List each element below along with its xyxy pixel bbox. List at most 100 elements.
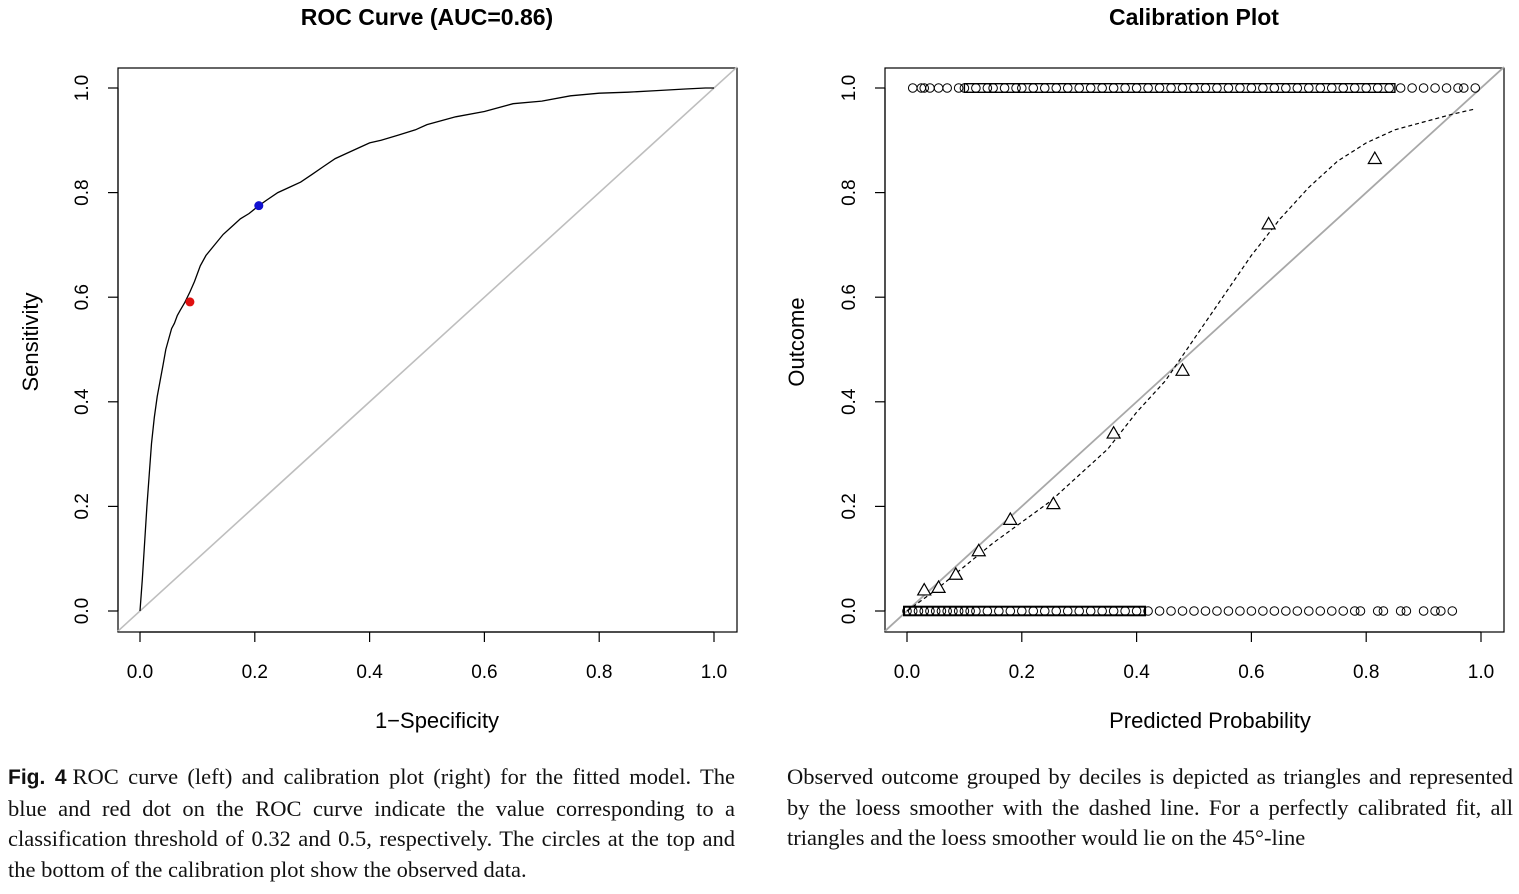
- roc-threshold-0.32-point: [254, 201, 264, 211]
- observed-outcome-0-point: [1108, 606, 1119, 616]
- observed-outcome-1-point: [942, 83, 952, 93]
- observed-outcome-1-point: [971, 83, 981, 93]
- calibration-y-tick-label: 0.2: [839, 493, 860, 519]
- observed-outcome-0-point: [1097, 606, 1107, 616]
- observed-outcome-1-point: [1200, 83, 1211, 93]
- roc-panel: ROC Curve (AUC=0.86) 1−Specificity Sensi…: [18, 4, 738, 733]
- observed-outcome-1-point: [953, 83, 964, 93]
- caption-right: Observed outcome grouped by deciles is d…: [787, 762, 1513, 854]
- calibration-x-tick-label: 0.0: [894, 662, 920, 683]
- calibration-x-tick-label: 1.0: [1468, 662, 1494, 683]
- observed-outcome-0-point: [1436, 606, 1446, 616]
- roc-y-tick-label: 0.4: [72, 388, 93, 415]
- caption-left: Fig. 4 ROC curve (left) and calibration p…: [8, 762, 735, 885]
- observed-outcome-0-point: [1281, 606, 1291, 616]
- caption-right-text: Observed outcome grouped by deciles is d…: [787, 764, 1513, 850]
- observed-outcome-0-point: [1120, 606, 1130, 616]
- observed-outcome-1-point: [1470, 83, 1481, 93]
- observed-outcome-0-point: [1166, 606, 1176, 616]
- observed-outcome-0-point: [1269, 606, 1280, 616]
- observed-outcome-1-point: [1074, 83, 1084, 93]
- observed-outcome-0-point: [1246, 606, 1257, 616]
- decile-triangle-point: [1106, 425, 1122, 439]
- observed-outcome-1-point: [1453, 83, 1463, 93]
- observed-outcome-1-point: [1154, 83, 1165, 93]
- roc-x-tick-label: 1.0: [701, 662, 727, 683]
- roc-ylabel: Sensitivity: [18, 292, 43, 391]
- observed-outcome-1-point: [919, 83, 930, 93]
- roc-y-tick-label: 0.8: [72, 179, 93, 205]
- observed-outcome-0-point: [1418, 606, 1429, 616]
- observed-outcome-1-point: [1166, 83, 1176, 93]
- observed-outcome-1-point: [1051, 83, 1062, 93]
- observed-outcome-1-point: [1269, 83, 1280, 93]
- calibration-panel: Calibration Plot Predicted Probability O…: [784, 4, 1505, 733]
- observed-outcome-1-point: [1235, 83, 1245, 93]
- observed-outcome-1-point: [1131, 83, 1142, 93]
- roc-threshold-0.5-point: [185, 297, 195, 307]
- observed-outcome-1-point: [1120, 83, 1130, 93]
- calibration-y-tick-label: 1.0: [839, 75, 860, 101]
- observed-outcome-1-point: [1097, 83, 1107, 93]
- observed-outcome-0-point: [1189, 606, 1199, 616]
- observed-outcome-0-point: [1039, 606, 1050, 616]
- observed-outcome-0-point: [1349, 606, 1360, 616]
- observed-outcome-1-point: [1258, 83, 1268, 93]
- observed-outcome-0-point: [1212, 606, 1222, 616]
- observed-outcome-0-point: [1355, 606, 1366, 616]
- decile-triangle-point: [1002, 511, 1018, 525]
- observed-outcome-0-point: [1074, 606, 1084, 616]
- observed-outcome-1-point: [933, 83, 944, 93]
- observed-outcome-0-point: [1235, 606, 1245, 616]
- decile-triangle-point: [1261, 216, 1277, 230]
- observed-outcome-0-point: [982, 606, 993, 616]
- calibration-x-tick-label: 0.4: [1123, 662, 1150, 683]
- observed-outcome-0-point: [1017, 606, 1027, 616]
- observed-outcome-1-point: [1177, 83, 1188, 93]
- observed-outcome-1-point: [1246, 83, 1257, 93]
- observed-outcome-1-point: [1017, 83, 1027, 93]
- observed-outcome-0-point: [1292, 606, 1303, 616]
- observed-outcome-1-point: [1407, 83, 1417, 93]
- observed-outcome-1-point: [1212, 83, 1222, 93]
- observed-outcome-1-point: [1189, 83, 1199, 93]
- observed-outcome-1-point: [907, 83, 918, 93]
- roc-x-tick-label: 0.0: [127, 662, 153, 683]
- observed-outcome-0-point: [1028, 606, 1039, 616]
- observed-outcome-1-point: [1418, 83, 1429, 93]
- observed-outcome-0-point: [1200, 606, 1211, 616]
- observed-outcome-0-point: [1131, 606, 1142, 616]
- observed-outcome-0-point: [1143, 606, 1153, 616]
- observed-outcome-0-point: [1258, 606, 1268, 616]
- observed-outcome-0-point: [1177, 606, 1188, 616]
- observed-outcome-0-point: [1326, 606, 1337, 616]
- decile-triangle-point: [916, 582, 932, 596]
- observed-outcome-1-point: [1292, 83, 1303, 93]
- roc-plot-area: 0.0 0.2 0.4 0.6 0.8 1.0 0.0 0.2 0.4 0.6 0.8 1.0: [72, 66, 738, 683]
- observed-outcome-1-point: [1458, 83, 1469, 93]
- decile-triangle-point: [1367, 150, 1383, 165]
- observed-outcome-1-point: [1223, 83, 1234, 93]
- calibration-y-tick-label: 0.8: [839, 179, 860, 205]
- calibration-x-tick-label: 0.6: [1238, 662, 1264, 683]
- observed-outcome-0-point: [971, 606, 981, 616]
- roc-x-tick-label: 0.2: [242, 662, 268, 683]
- observed-outcome-1-point: [1062, 83, 1073, 93]
- observed-outcome-1-point: [1441, 83, 1452, 93]
- observed-outcome-0-point: [1372, 606, 1383, 616]
- observed-outcome-1-point: [988, 83, 998, 93]
- roc-y-tick-label: 1.0: [72, 75, 93, 101]
- calibration-plot-area: 0.0 0.2 0.4 0.6 0.8 1.0 0.0 0.2 0.4 0.6 0.8 1.0: [839, 66, 1505, 683]
- figure: ROC Curve (AUC=0.86) 1−Specificity Sensi…: [18, 4, 1505, 733]
- observed-outcome-1-point: [1315, 83, 1326, 93]
- observed-outcome-0-point: [1378, 606, 1389, 616]
- roc-curve-line: [139, 87, 714, 612]
- observed-outcome-1-point: [1326, 83, 1337, 93]
- decile-triangle-point: [1174, 362, 1191, 376]
- observed-outcome-0-point: [1223, 606, 1234, 616]
- observed-outcome-1-point: [1384, 83, 1394, 93]
- roc-y-tick-label: 0.0: [72, 598, 93, 624]
- observed-outcome-0-point: [1395, 606, 1406, 616]
- observed-outcome-1-point: [1108, 83, 1119, 93]
- observed-outcome-1-point: [1349, 83, 1360, 93]
